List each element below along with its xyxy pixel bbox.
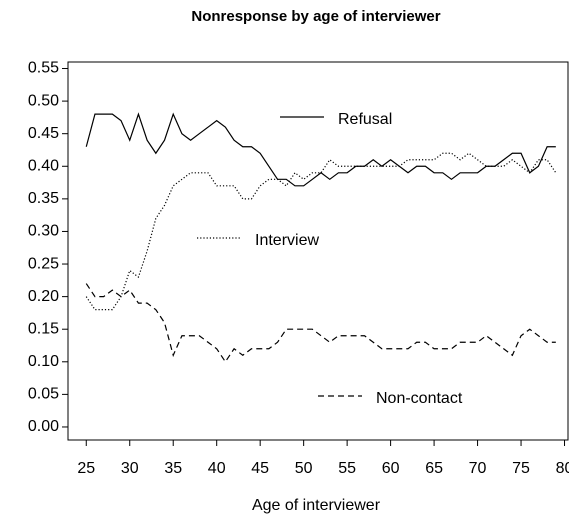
line-series [85, 112, 556, 187]
chart-title: Nonresponse by age of interviewer [191, 8, 440, 25]
x-axis-label: Age of interviewer [252, 497, 381, 514]
y-tick-label: 0.50 [28, 92, 59, 109]
line-series [85, 152, 557, 311]
y-tick-label: 0.35 [28, 190, 59, 207]
x-tick-label: 30 [121, 460, 139, 477]
x-tick-label: 25 [77, 460, 95, 477]
y-tick-label: 0.00 [28, 418, 59, 435]
line-series [85, 283, 556, 363]
x-tick-label: 45 [251, 460, 269, 477]
y-tick-label: 0.05 [28, 386, 59, 403]
y-tick-label: 0.55 [28, 60, 59, 77]
x-tick-label: 75 [512, 460, 530, 477]
y-tick-label: 0.15 [28, 320, 59, 337]
y-tick-label: 0.25 [28, 255, 59, 272]
plot-frame [67, 61, 569, 441]
legend-label: Non-contact [376, 390, 463, 407]
y-tick-label: 0.10 [28, 353, 59, 370]
x-tick-label: 70 [469, 460, 487, 477]
x-tick-label: 60 [382, 460, 400, 477]
legend-label: Interview [255, 232, 319, 249]
y-tick-label: 0.45 [28, 125, 59, 142]
y-tick-label: 0.20 [28, 288, 59, 305]
y-tick-label: 0.30 [28, 223, 59, 240]
x-tick-label: 80 [556, 460, 569, 477]
x-tick-label: 35 [164, 460, 182, 477]
y-tick-label: 0.40 [28, 157, 59, 174]
legend-label: Refusal [338, 111, 392, 128]
x-tick-label: 65 [425, 460, 443, 477]
x-tick-label: 40 [208, 460, 226, 477]
x-tick-label: 50 [295, 460, 313, 477]
x-tick-label: 55 [338, 460, 356, 477]
